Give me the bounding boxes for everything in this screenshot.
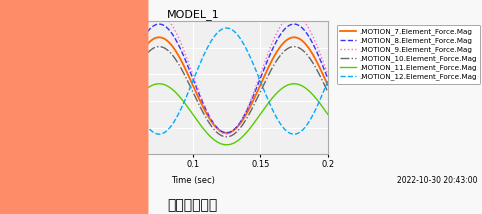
.MOTION_9.Element_Force.Mag — [268, 46, 273, 48]
Line: .MOTION_9.Element_Force.Mag: .MOTION_9.Element_Force.Mag — [58, 15, 328, 134]
Line: .MOTION_8.Element_Force.Mag: .MOTION_8.Element_Force.Mag — [58, 24, 328, 133]
.MOTION_9.Element_Force.Mag — [291, 13, 297, 16]
.MOTION_12.Element_Force.Mag — [179, 105, 185, 108]
Y-axis label: Force (newton): Force (newton) — [12, 54, 21, 122]
.MOTION_8.Element_Force.Mag — [89, 132, 94, 134]
.MOTION_8.Element_Force.Mag — [55, 77, 61, 80]
.MOTION_12.Element_Force.Mag — [187, 89, 192, 91]
.MOTION_7.Element_Force.Mag — [317, 67, 323, 70]
Text: Time (sec): Time (sec) — [171, 176, 215, 185]
.MOTION_10.Element_Force.Mag — [69, 117, 75, 120]
Line: .MOTION_12.Element_Force.Mag: .MOTION_12.Element_Force.Mag — [58, 28, 328, 134]
.MOTION_7.Element_Force.Mag — [55, 84, 61, 86]
.MOTION_12.Element_Force.Mag — [69, 48, 75, 51]
.MOTION_9.Element_Force.Mag — [89, 133, 94, 135]
.MOTION_11.Element_Force.Mag — [55, 113, 61, 116]
.MOTION_12.Element_Force.Mag — [317, 98, 323, 101]
.MOTION_12.Element_Force.Mag — [325, 80, 331, 82]
.MOTION_9.Element_Force.Mag — [317, 53, 323, 55]
.MOTION_7.Element_Force.Mag — [187, 76, 192, 79]
.MOTION_8.Element_Force.Mag — [325, 77, 331, 80]
.MOTION_9.Element_Force.Mag — [55, 73, 61, 76]
.MOTION_11.Element_Force.Mag — [317, 102, 323, 105]
.MOTION_11.Element_Force.Mag — [69, 131, 75, 134]
.MOTION_7.Element_Force.Mag — [69, 112, 75, 115]
.MOTION_11.Element_Force.Mag — [291, 82, 297, 85]
.MOTION_9.Element_Force.Mag — [187, 63, 192, 66]
.MOTION_10.Element_Force.Mag — [325, 91, 331, 93]
.MOTION_12.Element_Force.Mag — [291, 133, 297, 135]
.MOTION_7.Element_Force.Mag — [291, 36, 297, 39]
Line: .MOTION_11.Element_Force.Mag: .MOTION_11.Element_Force.Mag — [58, 84, 328, 145]
.MOTION_8.Element_Force.Mag — [291, 23, 297, 25]
.MOTION_12.Element_Force.Mag — [55, 80, 61, 82]
.MOTION_8.Element_Force.Mag — [268, 52, 273, 55]
.MOTION_10.Element_Force.Mag — [317, 75, 323, 77]
.MOTION_11.Element_Force.Mag — [187, 108, 192, 110]
.MOTION_10.Element_Force.Mag — [268, 70, 273, 72]
.MOTION_10.Element_Force.Mag — [179, 69, 185, 71]
.MOTION_9.Element_Force.Mag — [317, 52, 323, 55]
.MOTION_11.Element_Force.Mag — [89, 144, 94, 146]
.MOTION_8.Element_Force.Mag — [179, 51, 185, 54]
Legend: .MOTION_7.Element_Force.Mag, .MOTION_8.Element_Force.Mag, .MOTION_9.Element_Forc: .MOTION_7.Element_Force.Mag, .MOTION_8.E… — [337, 25, 481, 84]
.MOTION_7.Element_Force.Mag — [179, 61, 185, 64]
.MOTION_12.Element_Force.Mag — [89, 27, 94, 29]
Title: MODEL_1: MODEL_1 — [166, 9, 219, 20]
.MOTION_10.Element_Force.Mag — [187, 83, 192, 86]
.MOTION_10.Element_Force.Mag — [89, 135, 94, 138]
Text: Analysis: Last_Run: Analysis: Last_Run — [5, 176, 76, 185]
.MOTION_10.Element_Force.Mag — [55, 91, 61, 93]
Line: .MOTION_10.Element_Force.Mag: .MOTION_10.Element_Force.Mag — [58, 47, 328, 137]
.MOTION_11.Element_Force.Mag — [268, 99, 273, 102]
.MOTION_9.Element_Force.Mag — [179, 45, 185, 47]
.MOTION_7.Element_Force.Mag — [89, 132, 94, 134]
.MOTION_8.Element_Force.Mag — [317, 58, 323, 61]
.MOTION_7.Element_Force.Mag — [325, 84, 331, 86]
Line: .MOTION_7.Element_Force.Mag: .MOTION_7.Element_Force.Mag — [58, 37, 328, 133]
.MOTION_11.Element_Force.Mag — [325, 113, 331, 116]
.MOTION_10.Element_Force.Mag — [291, 45, 297, 48]
.MOTION_8.Element_Force.Mag — [69, 110, 75, 112]
.MOTION_7.Element_Force.Mag — [317, 67, 323, 70]
.MOTION_9.Element_Force.Mag — [325, 73, 331, 76]
.MOTION_7.Element_Force.Mag — [268, 62, 273, 64]
.MOTION_10.Element_Force.Mag — [317, 75, 323, 77]
.MOTION_11.Element_Force.Mag — [317, 103, 323, 105]
.MOTION_12.Element_Force.Mag — [317, 98, 323, 101]
Text: 升降推力曲线: 升降推力曲线 — [168, 198, 218, 213]
.MOTION_9.Element_Force.Mag — [69, 109, 75, 111]
.MOTION_11.Element_Force.Mag — [179, 98, 185, 101]
.MOTION_8.Element_Force.Mag — [187, 68, 192, 71]
.MOTION_8.Element_Force.Mag — [317, 58, 323, 61]
Text: 2022-10-30 20:43:00: 2022-10-30 20:43:00 — [397, 176, 477, 185]
.MOTION_12.Element_Force.Mag — [268, 104, 273, 107]
